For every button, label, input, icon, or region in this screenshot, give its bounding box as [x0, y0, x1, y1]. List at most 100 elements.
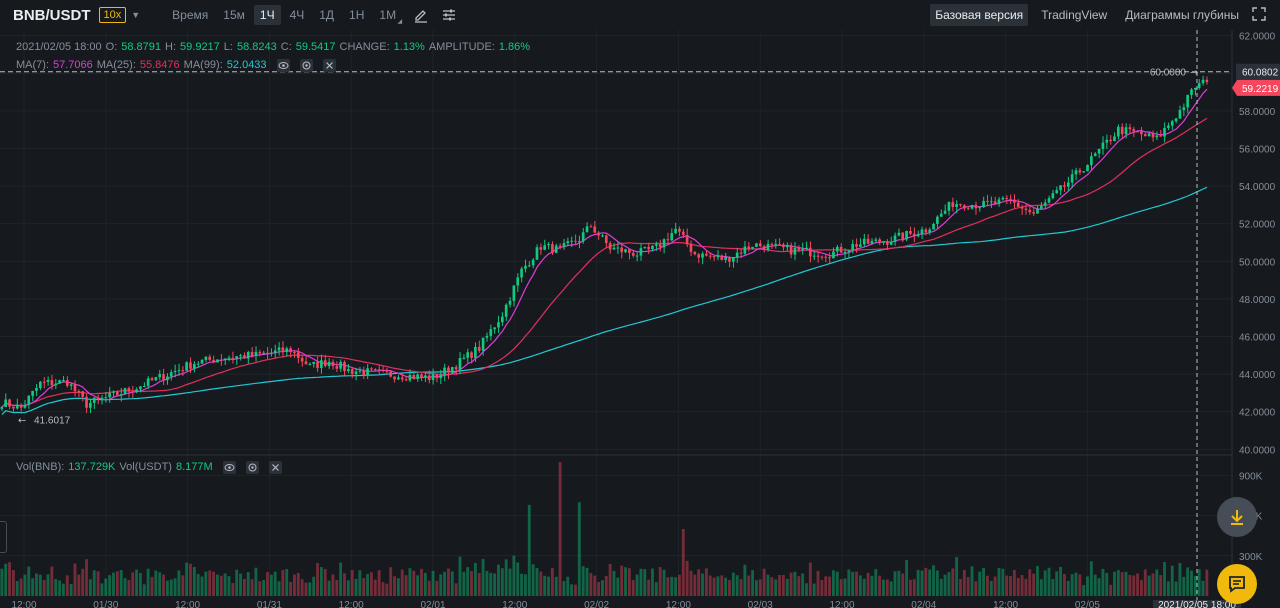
eye-icon[interactable]: [276, 59, 290, 72]
candle-body: [58, 380, 61, 384]
volume-bar: [154, 570, 158, 596]
close-icon[interactable]: [322, 59, 336, 72]
ohlc-date: 2021/02/05 18:00: [16, 41, 102, 53]
symbol-title[interactable]: BNB/USDT: [13, 6, 91, 24]
candle-body: [516, 277, 520, 286]
volume-bar: [743, 564, 747, 596]
price-axis[interactable]: 62.000060.000058.000056.000054.000052.00…: [1232, 32, 1280, 563]
candle-body: [936, 216, 939, 224]
download-button[interactable]: [1217, 497, 1257, 537]
volume-bar: [169, 579, 173, 596]
candle-body: [647, 246, 650, 250]
volume-bar: [42, 580, 46, 596]
candle-body: [193, 364, 196, 369]
eye-icon[interactable]: [222, 461, 236, 474]
candle-body: [181, 370, 185, 372]
leverage-badge[interactable]: 10x: [98, 7, 127, 23]
tf-1h[interactable]: 1Ч: [253, 5, 281, 25]
volume-bar: [15, 580, 19, 596]
volume-bar: [46, 574, 50, 596]
candle-body: [358, 370, 362, 372]
tf-15m[interactable]: 15м: [223, 8, 245, 22]
ma99-line: [1, 186, 1208, 415]
candle-body: [589, 226, 593, 228]
volume-bar: [928, 569, 932, 596]
candle-body: [223, 358, 227, 360]
tf-1mo[interactable]: 1М ◢: [373, 5, 402, 25]
volume-bar: [427, 580, 431, 596]
volume-bar: [1032, 573, 1036, 596]
settings-sliders-icon[interactable]: [440, 6, 458, 24]
volume-bar: [824, 576, 828, 596]
candle-body: [939, 213, 943, 217]
volume-bar: [262, 579, 266, 596]
tf-1d[interactable]: 1Д: [319, 8, 335, 22]
volume-bar: [909, 579, 912, 596]
volume-bar: [293, 574, 296, 596]
volume-bar: [766, 574, 770, 596]
volume-bar: [1089, 561, 1093, 596]
volume-bar: [115, 571, 119, 596]
candle-body: [412, 374, 416, 379]
volume-bar: [1012, 569, 1016, 596]
pencil-icon[interactable]: [412, 6, 430, 24]
volume-bar: [319, 567, 323, 596]
volume-bar: [1159, 575, 1163, 596]
candle-body: [277, 347, 281, 351]
volume-bar: [165, 580, 169, 596]
view-depth[interactable]: Диаграммы глубины: [1125, 8, 1239, 22]
volume-bar: [489, 572, 493, 596]
volume-bar: [454, 583, 458, 596]
volume-bar: [701, 573, 704, 596]
time-axis[interactable]: 12:00 01/30 12:00 01/31 12:00 02/01 12:00 02/02…: [11, 600, 1241, 608]
candle-body: [504, 304, 508, 317]
candle-body: [435, 374, 439, 379]
candle-body: [258, 351, 262, 354]
volume-bar: [396, 578, 400, 596]
candle-body: [408, 374, 412, 381]
tf-4h[interactable]: 4Ч: [289, 8, 305, 22]
price-tick-label: 54.0000: [1239, 182, 1276, 193]
candle-body: [670, 233, 674, 241]
candle-body: [624, 249, 627, 253]
volume-bar: [19, 578, 23, 596]
volume-bar: [1051, 579, 1055, 596]
volume-bar: [959, 578, 962, 596]
close-icon[interactable]: [268, 461, 282, 474]
volume-bar: [951, 568, 955, 596]
tf-1w[interactable]: 1Н: [349, 8, 365, 22]
candle-body: [1047, 198, 1051, 203]
volume-bar: [8, 562, 11, 596]
volume-bar: [119, 570, 123, 596]
volume-bar: [943, 574, 947, 596]
volume-bar: [423, 572, 427, 596]
candle-body: [1082, 171, 1085, 173]
volume-bar: [1116, 570, 1120, 596]
volume-bar: [608, 563, 612, 596]
volume-bar: [131, 572, 135, 596]
settings-icon[interactable]: [245, 461, 259, 474]
volume-bar: [231, 582, 235, 596]
chat-button[interactable]: [1217, 564, 1257, 604]
ohlc-o: 58.8791: [121, 41, 162, 53]
top-toolbar: BNB/USDT 10x ▼ Время 15м 1Ч 4Ч 1Д 1Н 1М ◢…: [0, 0, 1280, 30]
side-panel-handle[interactable]: [0, 521, 7, 553]
candle-body: [628, 249, 631, 253]
candle-body: [812, 255, 816, 257]
volume-bar: [477, 573, 481, 596]
candle-body: [554, 245, 558, 253]
volume-bar: [531, 564, 535, 596]
tf-time[interactable]: Время: [172, 8, 209, 22]
view-tradingview[interactable]: TradingView: [1041, 8, 1108, 22]
volume-bar: [123, 578, 127, 596]
settings-icon[interactable]: [299, 59, 313, 72]
fullscreen-icon[interactable]: [1252, 7, 1268, 23]
view-basic[interactable]: Базовая версия: [930, 4, 1029, 26]
chevron-down-icon[interactable]: ▼: [131, 10, 141, 20]
candle-body: [970, 204, 974, 209]
volume-bar: [266, 571, 269, 596]
ma99-value: 52.0433: [226, 59, 267, 72]
price-tick-label: 48.0000: [1239, 295, 1276, 306]
volume-bar: [435, 580, 439, 596]
